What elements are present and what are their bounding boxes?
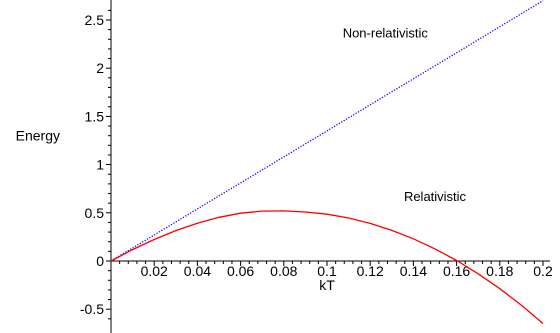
annotation-label: Non-relativistic xyxy=(343,25,429,40)
x-tick-label: 0.12 xyxy=(357,263,384,279)
y-tick-label: 2 xyxy=(96,60,104,76)
x-tick-label: 0.16 xyxy=(443,263,470,279)
x-tick-label: 0.02 xyxy=(141,263,168,279)
y-tick-label: 1 xyxy=(96,157,104,173)
x-tick-label: 0.04 xyxy=(184,263,211,279)
series-line-non-relativistic xyxy=(110,0,544,262)
y-tick-label: -0.5 xyxy=(80,301,104,317)
annotation-label: Relativistic xyxy=(404,189,467,204)
y-tick-label: 0.5 xyxy=(85,205,105,221)
x-tick-label: 0.14 xyxy=(400,263,427,279)
x-tick-label: 0.1 xyxy=(317,263,337,279)
y-tick-label: 2.5 xyxy=(85,12,105,28)
x-axis-label: kT xyxy=(319,277,335,293)
x-tick-label: 0.2 xyxy=(533,263,553,279)
y-tick-label: 0 xyxy=(96,253,104,269)
x-tick-label: 0.06 xyxy=(227,263,254,279)
y-tick-label: 1.5 xyxy=(85,108,105,124)
series-line-relativistic xyxy=(110,210,544,324)
x-tick-label: 0.18 xyxy=(486,263,513,279)
x-tick-label: 0.08 xyxy=(270,263,297,279)
y-axis-label: Energy xyxy=(16,128,60,144)
